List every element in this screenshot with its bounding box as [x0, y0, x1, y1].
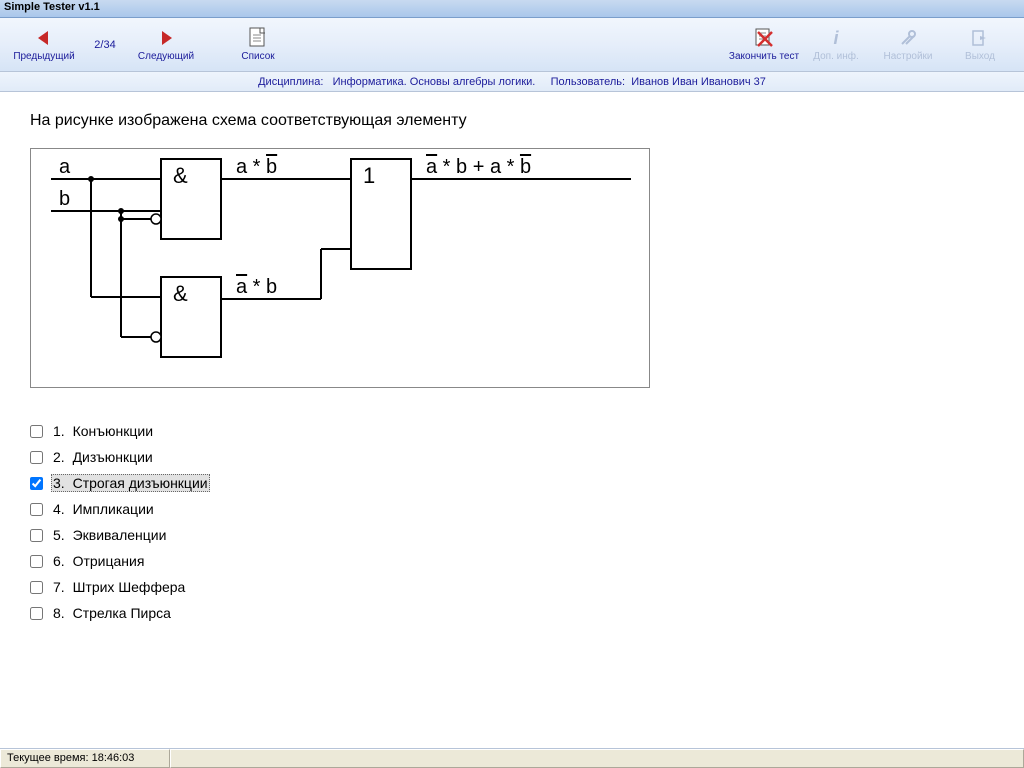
answer-label[interactable]: 8. Стрелка Пирса	[51, 604, 173, 622]
answer-row[interactable]: 6. Отрицания	[30, 548, 994, 574]
prev-button[interactable]: Предыдущий	[8, 21, 80, 69]
answer-checkbox[interactable]	[30, 477, 43, 490]
status-empty	[170, 749, 1024, 768]
answer-text: Строгая дизъюнкции	[73, 475, 208, 491]
svg-text:a * b: a * b	[236, 276, 277, 298]
content-area: На рисунке изображена схема соответствую…	[0, 92, 1024, 748]
exit-button[interactable]: Выход	[944, 21, 1016, 69]
svg-text:&: &	[173, 163, 188, 188]
list-label: Список	[241, 51, 274, 62]
exit-icon	[969, 27, 991, 49]
logic-diagram: ab & & 1 a * b a * b a * b + a * b	[30, 148, 650, 388]
discipline-value: Информатика. Основы алгебры логики.	[333, 76, 536, 88]
answer-text: Эквиваленции	[73, 527, 167, 543]
answer-checkbox[interactable]	[30, 581, 43, 594]
answer-row[interactable]: 1. Конъюнкции	[30, 418, 994, 444]
answer-text: Конъюнкции	[73, 423, 153, 439]
arrow-right-icon	[155, 27, 177, 49]
toolbar: Предыдущий 2/34 Следующий Список	[0, 18, 1024, 72]
answer-row[interactable]: 5. Эквиваленции	[30, 522, 994, 548]
answer-row[interactable]: 2. Дизъюнкции	[30, 444, 994, 470]
answer-text: Дизъюнкции	[73, 449, 153, 465]
answer-checkbox[interactable]	[30, 425, 43, 438]
time-label: Текущее время:	[7, 752, 89, 764]
answer-number: 2.	[53, 449, 65, 465]
answer-number: 6.	[53, 553, 65, 569]
window-titlebar: Simple Tester v1.1	[0, 0, 1024, 18]
settings-button[interactable]: Настройки	[872, 21, 944, 69]
answer-number: 8.	[53, 605, 65, 621]
next-button[interactable]: Следующий	[130, 21, 202, 69]
more-info-button[interactable]: i Доп. инф.	[800, 21, 872, 69]
stop-icon	[753, 27, 775, 49]
question-counter: 2/34	[80, 39, 130, 51]
window-title: Simple Tester v1.1	[4, 1, 100, 13]
answer-text: Импликации	[73, 501, 154, 517]
svg-text:a * b + a * b: a * b + a * b	[426, 156, 531, 178]
info-icon: i	[825, 27, 847, 49]
answer-number: 7.	[53, 579, 65, 595]
answer-label[interactable]: 4. Импликации	[51, 500, 156, 518]
answer-checkbox[interactable]	[30, 555, 43, 568]
answer-label[interactable]: 5. Эквиваленции	[51, 526, 168, 544]
more-label: Доп. инф.	[813, 51, 859, 62]
status-bar: Текущее время: 18:46:03	[0, 748, 1024, 768]
status-time: Текущее время: 18:46:03	[0, 749, 170, 768]
svg-text:a * b: a * b	[236, 156, 277, 178]
next-label: Следующий	[138, 51, 194, 62]
user-label: Пользователь:	[551, 76, 625, 88]
answer-row[interactable]: 3. Строгая дизъюнкции	[30, 470, 994, 496]
answer-text: Отрицания	[73, 553, 145, 569]
answer-label[interactable]: 2. Дизъюнкции	[51, 448, 155, 466]
answer-number: 4.	[53, 501, 65, 517]
answer-label[interactable]: 6. Отрицания	[51, 552, 146, 570]
prev-label: Предыдущий	[13, 51, 74, 62]
answer-number: 5.	[53, 527, 65, 543]
answer-label[interactable]: 3. Строгая дизъюнкции	[51, 474, 210, 492]
list-button[interactable]: Список	[222, 21, 294, 69]
answer-checkbox[interactable]	[30, 503, 43, 516]
question-text: На рисунке изображена схема соответствую…	[30, 112, 994, 130]
answer-row[interactable]: 4. Импликации	[30, 496, 994, 522]
list-icon	[247, 27, 269, 49]
discipline-label: Дисциплина:	[258, 76, 323, 88]
answer-checkbox[interactable]	[30, 451, 43, 464]
svg-text:b: b	[59, 188, 70, 210]
arrow-left-icon	[33, 27, 55, 49]
exit-label: Выход	[965, 51, 995, 62]
answer-row[interactable]: 8. Стрелка Пирса	[30, 600, 994, 626]
svg-text:i: i	[833, 28, 839, 48]
answer-label[interactable]: 7. Штрих Шеффера	[51, 578, 187, 596]
svg-text:1: 1	[363, 163, 375, 188]
info-bar: Дисциплина: Информатика. Основы алгебры …	[0, 72, 1024, 92]
svg-text:a: a	[59, 156, 71, 178]
answer-label[interactable]: 1. Конъюнкции	[51, 422, 155, 440]
answers-list: 1. Конъюнкции 2. Дизъюнкции 3. Строгая диз…	[30, 418, 994, 626]
answer-row[interactable]: 7. Штрих Шеффера	[30, 574, 994, 600]
user-value: Иванов Иван Иванович 37	[631, 76, 766, 88]
time-value: 18:46:03	[92, 752, 135, 764]
svg-text:&: &	[173, 281, 188, 306]
answer-number: 1.	[53, 423, 65, 439]
finish-label: Закончить тест	[729, 51, 799, 62]
answer-checkbox[interactable]	[30, 529, 43, 542]
answer-number: 3.	[53, 475, 65, 491]
finish-button[interactable]: Закончить тест	[728, 21, 800, 69]
settings-label: Настройки	[883, 51, 932, 62]
answer-text: Стрелка Пирса	[73, 605, 171, 621]
tools-icon	[897, 27, 919, 49]
answer-text: Штрих Шеффера	[73, 579, 186, 595]
answer-checkbox[interactable]	[30, 607, 43, 620]
